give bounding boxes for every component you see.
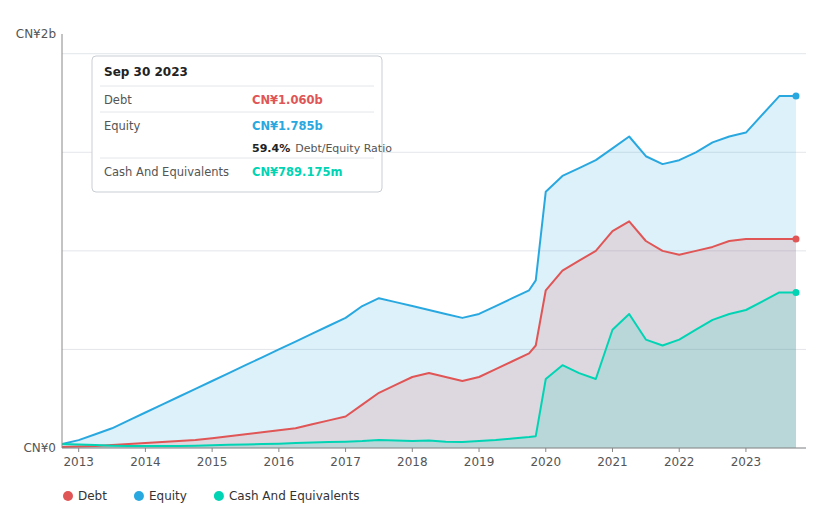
grid xyxy=(62,54,806,448)
area xyxy=(62,292,796,448)
legend-marker xyxy=(134,491,144,501)
line xyxy=(62,221,796,447)
x-tick xyxy=(545,448,546,452)
x-tick-label: 2018 xyxy=(397,455,428,469)
x-tick xyxy=(612,448,613,452)
tooltip: Sep 30 2023 Debt CN¥1.060b Equity CN¥1.785b 5… xyxy=(92,56,392,192)
area xyxy=(62,221,796,448)
tooltip-label: Cash And Equivalents xyxy=(104,165,229,179)
x-tick xyxy=(212,448,213,452)
line xyxy=(62,292,796,446)
legend-marker xyxy=(63,491,73,501)
x-tick-label: 2020 xyxy=(530,455,561,469)
x-tick xyxy=(345,448,346,452)
x-tick xyxy=(745,448,746,452)
end-marker xyxy=(792,289,799,296)
x-tick-label: 2022 xyxy=(664,455,695,469)
tooltip-title: Sep 30 2023 xyxy=(104,65,188,79)
tooltip-separator xyxy=(100,112,374,113)
tooltip-label: Debt xyxy=(104,93,132,107)
tooltip-value: CN¥789.175m xyxy=(252,165,342,179)
tooltip-sub-value: 59.4% xyxy=(252,142,290,155)
chart-container: 2013 2014 2015 2016 2017 2018 2019 2020 2021 2022… xyxy=(0,0,821,526)
end-marker xyxy=(792,93,799,100)
annotation: CN¥2b xyxy=(16,27,56,41)
x-axis-line xyxy=(62,448,806,449)
x-tick-label: 2021 xyxy=(597,455,628,469)
legend: Debt Equity Cash And Equivalents xyxy=(63,489,359,503)
legend-marker xyxy=(214,491,224,501)
axes: 2013 2014 2015 2016 2017 2018 2019 2020 2021 2022… xyxy=(62,34,806,469)
x-tick xyxy=(412,448,413,452)
x-tick-label: 2017 xyxy=(330,455,361,469)
tooltip-value: CN¥1.060b xyxy=(252,93,323,107)
x-tick-label: 2023 xyxy=(731,455,762,469)
tooltip-value: CN¥1.785b xyxy=(252,119,323,133)
chart: 2013 2014 2015 2016 2017 2018 2019 2020 2021 2022… xyxy=(0,0,821,526)
end-marker xyxy=(792,236,799,243)
x-tick xyxy=(479,448,480,452)
x-tick xyxy=(78,448,79,452)
x-tick xyxy=(145,448,146,452)
x-tick-label: 2015 xyxy=(197,455,228,469)
annotation: CN¥0 xyxy=(23,441,56,455)
legend-label: Debt xyxy=(78,489,107,503)
x-tick xyxy=(278,448,279,452)
tooltip-separator xyxy=(100,158,374,159)
x-tick-label: 2013 xyxy=(63,455,94,469)
legend-label: Cash And Equivalents xyxy=(229,489,360,503)
grid-line xyxy=(62,53,806,54)
tooltip-box xyxy=(92,56,382,192)
grid-line xyxy=(62,448,806,449)
y-axis-line xyxy=(62,34,63,448)
x-tick-label: 2016 xyxy=(264,455,295,469)
x-tick-label: 2019 xyxy=(464,455,495,469)
x-tick-label: 2014 xyxy=(130,455,161,469)
tooltip-label: Equity xyxy=(104,119,141,133)
legend-label: Equity xyxy=(149,489,187,503)
x-tick xyxy=(679,448,680,452)
tooltip-separator xyxy=(100,86,374,87)
tooltip-sub-label: Debt/Equity Ratio xyxy=(295,142,392,155)
